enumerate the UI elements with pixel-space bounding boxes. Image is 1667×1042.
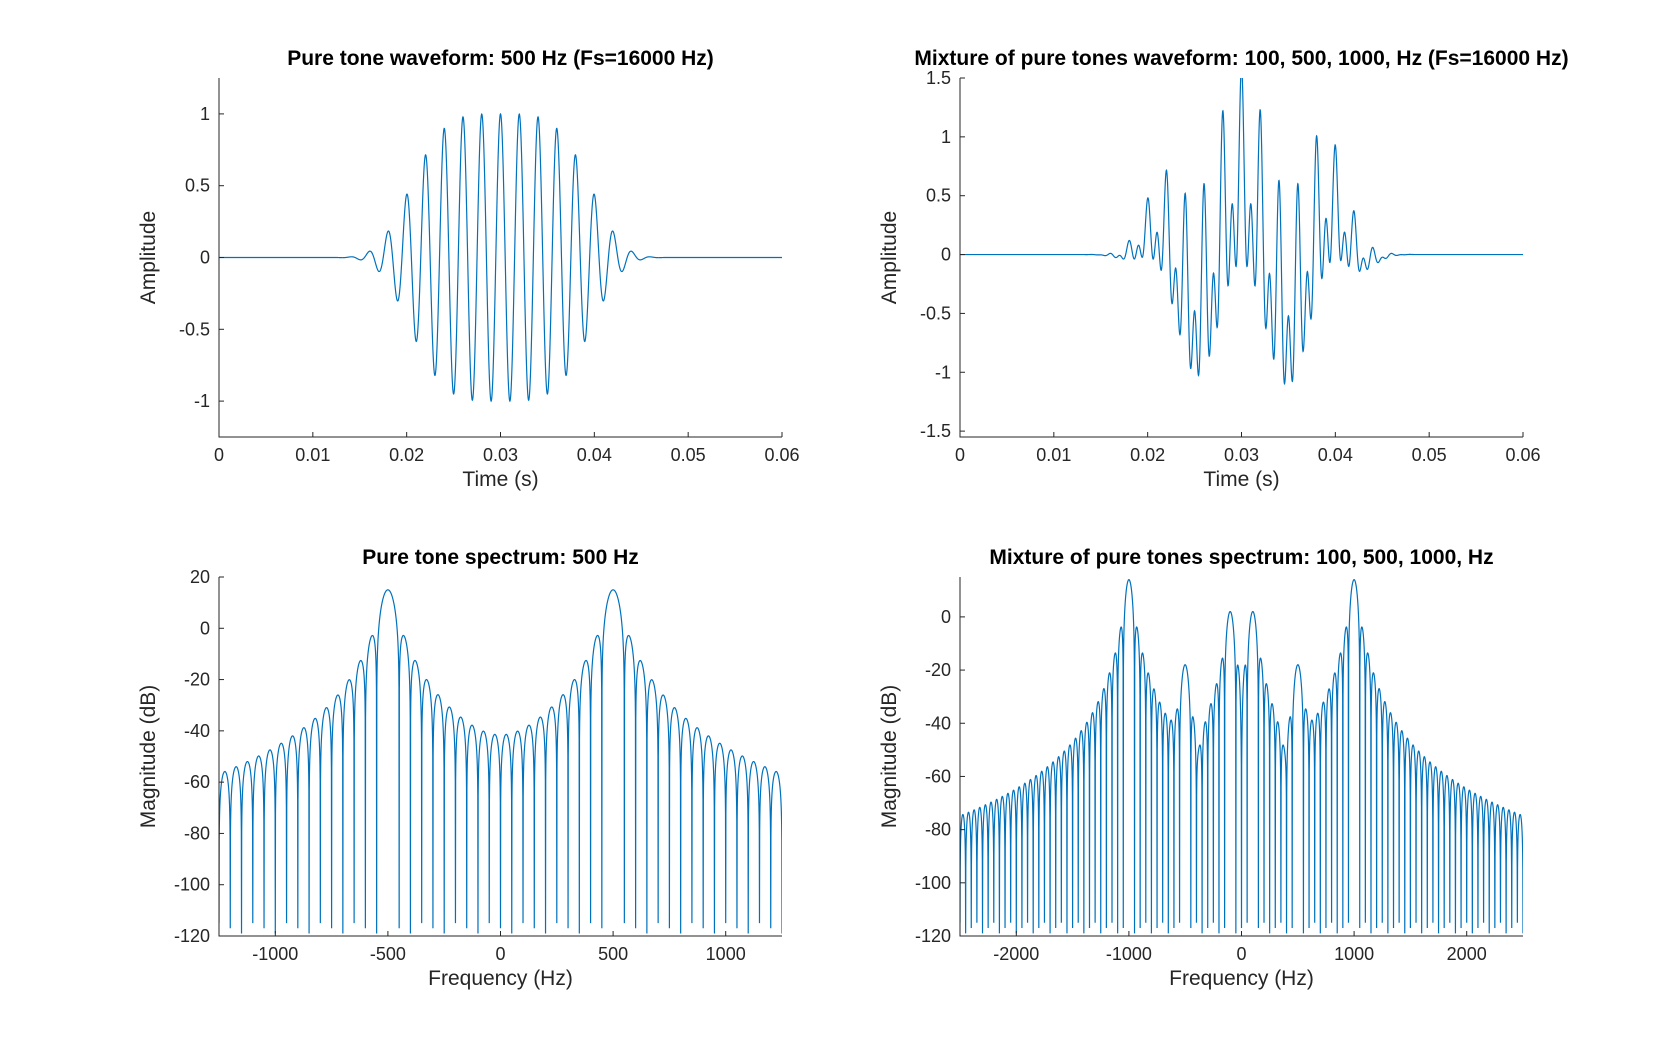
y-axis-label: Amplitude	[137, 211, 160, 304]
x-tick-label: 0.04	[1318, 445, 1353, 465]
x-tick-label: -1000	[1106, 944, 1152, 964]
series-line	[219, 112, 782, 403]
x-tick-label: 0.06	[1505, 445, 1540, 465]
y-tick-label: 0	[200, 248, 210, 268]
y-tick-label: 0	[941, 245, 951, 265]
y-tick-label: 1	[941, 127, 951, 147]
x-tick-label: 0.01	[1036, 445, 1071, 465]
x-tick-label: 0.06	[764, 445, 799, 465]
x-tick-label: 0.01	[295, 445, 330, 465]
x-tick-label: 0	[1236, 944, 1246, 964]
y-tick-label: -60	[925, 766, 951, 786]
y-tick-label: 1.5	[926, 68, 951, 88]
y-axis-label: Magnitude (dB)	[137, 685, 160, 829]
x-tick-label: -1000	[252, 944, 298, 964]
y-tick-label: 20	[190, 567, 210, 587]
y-tick-label: -80	[925, 820, 951, 840]
axis-lines	[959, 78, 1523, 438]
x-tick-label: 2000	[1447, 944, 1487, 964]
x-tick-label: 0.02	[389, 445, 424, 465]
x-axis-label: Time (s)	[462, 468, 538, 491]
x-tick-label: 0	[495, 944, 505, 964]
x-tick-label: 0.02	[1130, 445, 1165, 465]
y-tick-label: -40	[925, 713, 951, 733]
series-line	[219, 589, 782, 934]
y-tick-label: -60	[184, 772, 210, 792]
y-tick-label: -20	[925, 660, 951, 680]
x-tick-label: 0.03	[483, 445, 518, 465]
y-tick-label: -40	[184, 721, 210, 741]
x-tick-label: 1000	[1334, 944, 1374, 964]
x-tick-label: 0.05	[1412, 445, 1447, 465]
chart-title: Mixture of pure tones waveform: 100, 500…	[914, 47, 1568, 70]
y-tick-label: -120	[174, 926, 210, 946]
y-tick-label: 1	[200, 104, 210, 124]
x-tick-label: 1000	[706, 944, 746, 964]
x-tick-label: 0.03	[1224, 445, 1259, 465]
chart-title: Mixture of pure tones spectrum: 100, 500…	[989, 546, 1493, 569]
chart-title: Pure tone spectrum: 500 Hz	[362, 546, 639, 569]
y-tick-label: -0.5	[920, 303, 951, 323]
x-tick-label: -2000	[993, 944, 1039, 964]
x-tick-label: -500	[370, 944, 406, 964]
y-tick-label: -100	[915, 873, 951, 893]
x-axis-label: Frequency (Hz)	[1169, 967, 1314, 990]
y-tick-label: -100	[174, 875, 210, 895]
x-tick-label: 0.05	[671, 445, 706, 465]
y-tick-label: -1	[935, 362, 951, 382]
y-tick-label: 0	[200, 618, 210, 638]
x-tick-label: 0.04	[577, 445, 612, 465]
x-axis-label: Frequency (Hz)	[428, 967, 573, 990]
chart-mix_spec: -2000 -1000 0 1000 2000 -120 -100 -80 -60 -40 -20 0…	[878, 546, 1523, 990]
y-tick-label: -0.5	[179, 319, 210, 339]
chart-mix_wave: 0 0.01 0.02 0.03 0.04 0.05 0.06 -1.5 -1 -0.5 0 0.5 1…	[878, 47, 1569, 491]
y-tick-label: -120	[915, 926, 951, 946]
y-tick-label: 0.5	[926, 186, 951, 206]
y-tick-label: -1.5	[920, 421, 951, 441]
chart-pure_spec: -1000 -500 0 500 1000 -120 -100 -80 -60 -40 -20 0 20…	[137, 546, 782, 990]
y-tick-label: -1	[194, 391, 210, 411]
x-axis-label: Time (s)	[1203, 468, 1279, 491]
chart-title: Pure tone waveform: 500 Hz (Fs=16000 Hz)	[287, 47, 714, 70]
y-tick-label: 0.5	[185, 176, 210, 196]
x-tick-label: 0	[955, 445, 965, 465]
x-tick-label: 0	[214, 445, 224, 465]
series-line	[960, 579, 1523, 934]
y-axis-label: Amplitude	[878, 211, 901, 304]
y-tick-label: -80	[184, 823, 210, 843]
x-tick-label: 500	[598, 944, 628, 964]
y-axis-label: Magnitude (dB)	[878, 685, 901, 829]
y-tick-label: 0	[941, 607, 951, 627]
y-tick-label: -20	[184, 670, 210, 690]
chart-pure_wave: 0 0.01 0.02 0.03 0.04 0.05 0.06 -1 -0.5 0 0.5 1 Pure…	[137, 47, 800, 491]
series-line	[960, 78, 1523, 386]
